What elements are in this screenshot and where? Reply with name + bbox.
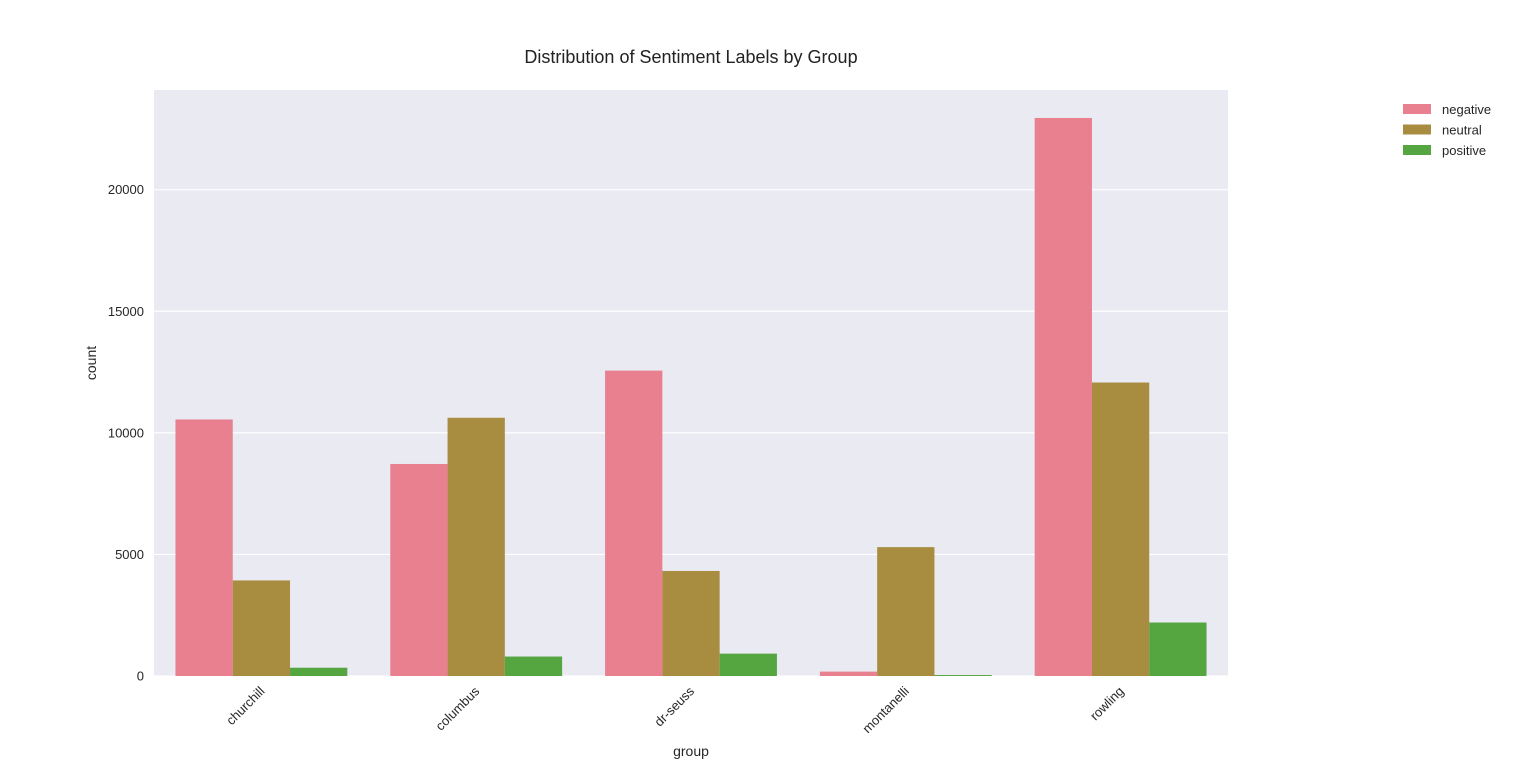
bar-neutral-montanelli	[877, 547, 935, 676]
y-tick-label: 5000	[115, 547, 144, 562]
y-axis-ticks: 0 5000 10000 15000 20000	[108, 182, 144, 683]
chart-title: Distribution of Sentiment Labels by Grou…	[524, 47, 857, 67]
y-tick-label: 10000	[108, 425, 144, 440]
legend-swatch-positive	[1403, 145, 1431, 155]
bar-positive-montanelli	[934, 675, 992, 676]
bar-neutral-churchill	[232, 580, 291, 676]
x-tick-label: rowling	[1087, 684, 1127, 724]
bar-neutral-dr-seuss	[662, 570, 720, 676]
y-tick-label: 15000	[108, 304, 144, 319]
bar-negative-churchill	[175, 419, 233, 676]
bar-neutral-columbus	[447, 417, 505, 676]
legend: negative neutral positive	[1403, 102, 1491, 158]
bar-negative-dr-seuss	[605, 370, 663, 676]
bar-negative-montanelli	[819, 671, 878, 676]
x-tick-label: columbus	[432, 683, 482, 733]
bar-neutral-rowling	[1091, 382, 1150, 676]
legend-swatch-negative	[1403, 104, 1431, 114]
x-tick-label: dr-seuss	[651, 683, 697, 729]
bar-positive-churchill	[290, 667, 348, 676]
bars	[175, 117, 1207, 677]
y-axis-label: count	[83, 346, 99, 380]
legend-label-positive: positive	[1442, 143, 1486, 158]
bar-positive-rowling	[1149, 622, 1207, 676]
legend-swatch-neutral	[1403, 124, 1431, 135]
x-tick-label: churchill	[223, 683, 267, 727]
legend-label-neutral: neutral	[1442, 123, 1482, 138]
bar-negative-rowling	[1034, 117, 1092, 677]
x-tick-label: montanelli	[859, 683, 912, 736]
x-axis-label: group	[673, 743, 709, 759]
bar-positive-columbus	[504, 656, 563, 676]
bar-negative-columbus	[390, 463, 448, 676]
legend-label-negative: negative	[1442, 102, 1491, 117]
y-tick-label: 20000	[108, 182, 144, 197]
x-axis-ticks: churchill columbus dr-seuss montanelli rowli…	[223, 683, 1127, 736]
y-tick-label: 0	[137, 669, 144, 684]
bar-positive-dr-seuss	[719, 653, 777, 676]
